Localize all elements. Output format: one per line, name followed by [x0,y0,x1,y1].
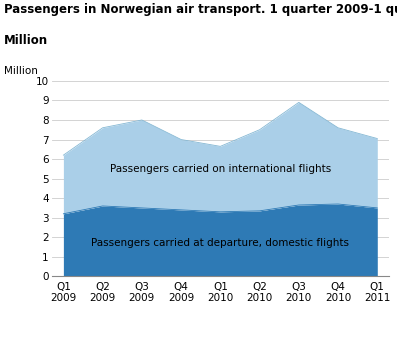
Text: Passengers carried at departure, domestic flights: Passengers carried at departure, domesti… [91,238,349,248]
Text: Million: Million [4,66,38,76]
Text: Passengers in Norwegian air transport. 1 quarter 2009-1 quarter 2011.: Passengers in Norwegian air transport. 1… [4,3,397,17]
Text: Passengers carried on international flights: Passengers carried on international flig… [110,164,331,174]
Text: Million: Million [4,34,48,47]
